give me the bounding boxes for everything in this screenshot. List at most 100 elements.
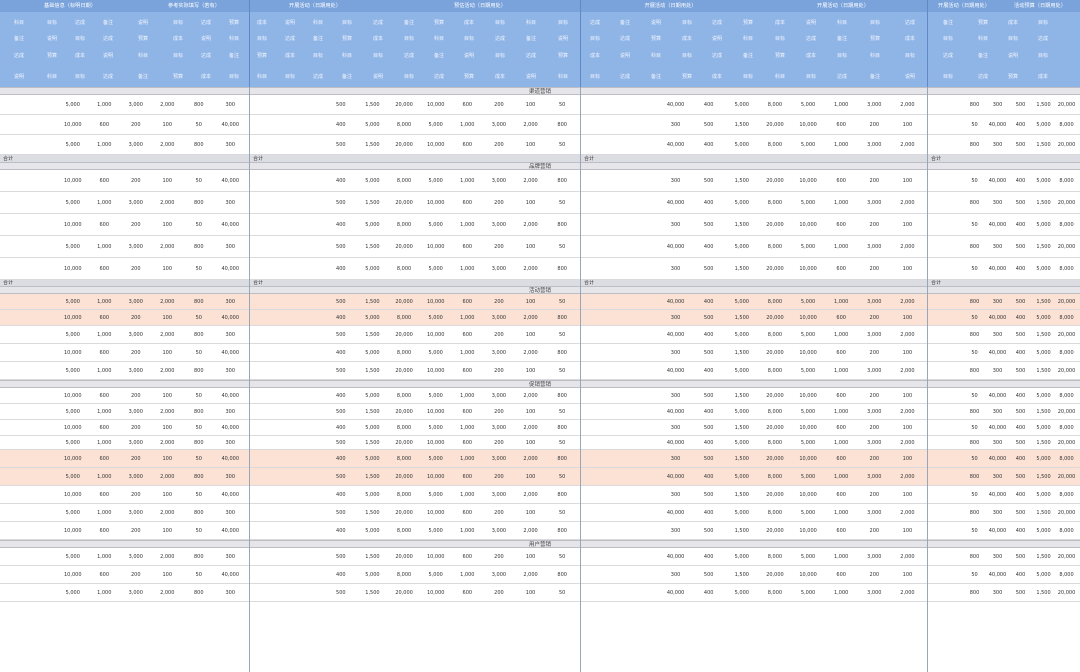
value-cell: 8,000 <box>767 200 783 206</box>
header-cell: 达成 <box>1037 36 1048 42</box>
header-cell: 成本 <box>200 74 211 80</box>
row-label <box>2 450 57 468</box>
header-cell: 目标 <box>494 19 505 26</box>
value-cell: 20,000 <box>766 178 784 184</box>
value-cell: 8,000 <box>396 178 412 184</box>
value-cell: 1,500 <box>734 572 749 578</box>
value-cell: 3,000 <box>491 178 507 184</box>
value-cell: 1,000 <box>834 409 849 415</box>
value-cell: 800 <box>193 332 204 338</box>
header-cell: 科目 <box>13 19 24 26</box>
value-cell: 50 <box>195 315 202 321</box>
row-label <box>583 135 659 155</box>
value-cell: 300 <box>225 332 236 338</box>
table-row: 10,000 600 200 100 50 40,000 400 5,000 8,000 5,00… <box>0 115 1080 135</box>
header-cell: 目标 <box>942 36 953 42</box>
row-label <box>930 420 963 436</box>
value-cell: 1,500 <box>1036 332 1051 338</box>
value-cell: 400 <box>703 409 714 415</box>
value-cell: 1,000 <box>834 554 849 560</box>
value-cell: 200 <box>494 142 504 148</box>
value-cell: 5,000 <box>65 102 80 108</box>
value-cell: 2,000 <box>523 492 538 498</box>
value-cell: 3,000 <box>491 456 507 462</box>
value-cell: 400 <box>336 122 346 128</box>
value-cell: 20,000 <box>395 142 413 148</box>
value-cell: 3,000 <box>867 142 882 148</box>
value-cell: 1,500 <box>1036 299 1051 305</box>
value-cell: 8,000 <box>767 510 783 516</box>
value-cell: 2,000 <box>900 142 915 148</box>
value-cell: 200 <box>494 244 504 250</box>
value-cell: 50 <box>195 572 202 578</box>
row-label <box>583 450 659 468</box>
row-divider <box>0 325 1080 326</box>
header-cell: 目标 <box>869 19 880 26</box>
header-cell: 目标 <box>403 74 414 80</box>
row-label <box>583 548 659 566</box>
header-cell: 备注 <box>977 53 988 59</box>
value-cell: 200 <box>494 409 504 415</box>
value-cell: 50 <box>559 590 566 596</box>
header-cell: 成本 <box>711 74 722 80</box>
value-cell: 1,000 <box>460 572 475 578</box>
header-title-cell: 预估活动（日期用处） <box>454 3 506 9</box>
value-cell: 500 <box>336 299 346 305</box>
value-cell: 2,000 <box>523 122 538 128</box>
value-cell: 3,000 <box>128 200 143 206</box>
value-cell: 20,000 <box>1057 440 1076 446</box>
value-cell: 200 <box>869 425 880 431</box>
totals-row: 合计 合计 合计 合计 <box>0 155 1080 162</box>
value-cell: 1,500 <box>1036 474 1051 480</box>
value-cell: 1,000 <box>97 299 112 305</box>
header-cell: 说明 <box>200 36 211 42</box>
value-cell: 8,000 <box>767 474 783 480</box>
row-label <box>2 294 57 310</box>
value-cell: 800 <box>969 440 980 446</box>
value-cell: 50 <box>195 350 202 356</box>
value-cell: 500 <box>336 102 346 108</box>
value-cell: 2,000 <box>160 332 175 338</box>
value-cell: 8,000 <box>396 266 412 272</box>
value-cell: 600 <box>462 510 473 516</box>
value-cell: 2,000 <box>160 142 175 148</box>
value-cell: 8,000 <box>767 590 783 596</box>
value-cell: 40,000 <box>666 142 685 148</box>
header-cell: 达成 <box>711 53 722 59</box>
row-divider <box>0 154 1080 155</box>
value-cell: 1,500 <box>1036 510 1051 516</box>
value-cell: 600 <box>836 425 846 431</box>
value-cell: 1,500 <box>734 393 749 399</box>
table-row: 5,000 1,000 3,000 2,000 800 300 500 1,500 20,000… <box>0 236 1080 258</box>
header-cell: 预算 <box>228 19 239 26</box>
value-cell: 200 <box>494 299 504 305</box>
value-cell: 800 <box>193 474 204 480</box>
header-cell: 目标 <box>1007 36 1018 42</box>
value-cell: 800 <box>193 440 204 446</box>
header-title-cell: 开展活动（日期用处） <box>938 3 990 9</box>
value-cell: 3,000 <box>128 299 143 305</box>
value-cell: 40,000 <box>221 492 240 498</box>
value-cell: 300 <box>670 456 681 462</box>
row-label <box>930 170 963 192</box>
value-cell: 10,000 <box>64 266 82 272</box>
value-cell: 20,000 <box>395 368 413 374</box>
value-cell: 8,000 <box>767 368 783 374</box>
header-cell: 达成 <box>312 74 323 80</box>
header-cell: 达成 <box>711 19 722 26</box>
header-cell: 备注 <box>836 36 847 42</box>
header-cell: 科目 <box>46 74 57 80</box>
value-cell: 40,000 <box>221 266 240 272</box>
row-divider <box>0 361 1080 362</box>
header-cell: 备注 <box>942 19 953 26</box>
row-label <box>252 310 325 326</box>
value-cell: 500 <box>1015 142 1026 148</box>
value-cell: 8,000 <box>767 554 783 560</box>
row-label <box>930 486 963 504</box>
value-cell: 600 <box>462 142 473 148</box>
value-cell: 40,000 <box>666 332 685 338</box>
value-cell: 20,000 <box>395 409 413 415</box>
value-cell: 2,000 <box>523 572 538 578</box>
header-cell: 成本 <box>463 19 474 26</box>
value-cell: 2,000 <box>900 299 915 305</box>
